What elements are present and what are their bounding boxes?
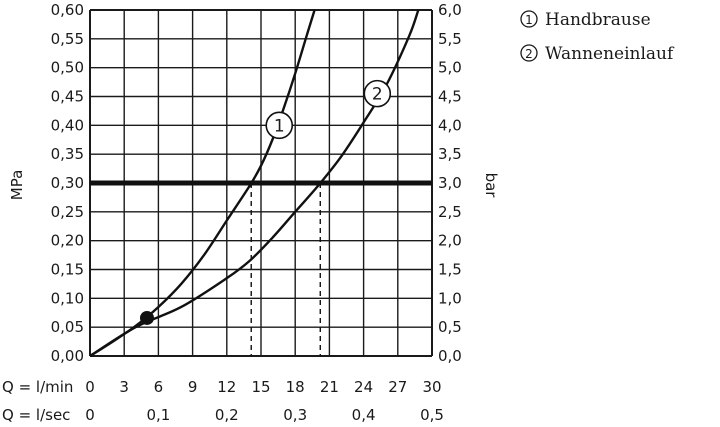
x-tick-label-row-1: 18 [286, 378, 305, 396]
y-left-tick-label: 0,30 [51, 174, 84, 192]
dropdown-lines-layer [250, 183, 321, 356]
y-left-tick-label: 0,15 [51, 261, 84, 279]
legend-label-1: Handbrause [545, 10, 651, 30]
x-tick-label-row-1: 3 [119, 378, 129, 396]
legend-number-circle-1 [520, 10, 538, 28]
y-left-tick-label: 0,40 [51, 116, 84, 134]
y-left-tick-label: 0,50 [51, 59, 84, 77]
x-tick-label-row-2: 0,4 [352, 406, 376, 424]
series-line-1 [89, 9, 316, 358]
y-right-tick-label: 5,5 [438, 30, 462, 48]
legend-number-1: 1 [525, 13, 533, 27]
y-left-tick-label: 0,55 [51, 30, 84, 48]
curve-labels-layer: 12 [265, 79, 392, 140]
y-right-tick-label: 1,0 [438, 289, 462, 307]
y-left-tick-label: 0,45 [51, 88, 84, 106]
x-row-label-2: Q = l/sec [2, 406, 70, 424]
y-left-tick-label: 0,20 [51, 232, 84, 250]
curve-label-2: 2 [372, 85, 383, 105]
y-right-tick-label: 4,0 [438, 116, 462, 134]
x-tick-label-row-2: 0 [85, 406, 95, 424]
y-left-tick-label: 0,35 [51, 145, 84, 163]
x-tick-label-row-1: 27 [388, 378, 407, 396]
ticks-layer: 0,000,050,100,150,200,250,300,350,400,45… [2, 1, 462, 424]
curve-label-circle-2 [363, 79, 392, 108]
x-tick-label-row-2: 0,5 [420, 406, 444, 424]
y-right-tick-label: 0,5 [438, 318, 462, 336]
y-left-tick-label: 0,60 [51, 1, 84, 19]
y-left-tick-label: 0,00 [51, 347, 84, 365]
x-tick-label-row-1: 30 [422, 378, 441, 396]
y-axis-left-label: MPa [8, 170, 26, 201]
x-tick-label-row-1: 21 [320, 378, 339, 396]
y-right-tick-label: 2,0 [438, 232, 462, 250]
x-tick-label-row-2: 0,3 [283, 406, 307, 424]
x-tick-label-row-1: 12 [217, 378, 236, 396]
curve-label-1: 1 [274, 116, 285, 136]
y-right-tick-label: 5,0 [438, 59, 462, 77]
curve-label-circle-1 [265, 111, 294, 140]
y-right-tick-label: 3,5 [438, 145, 462, 163]
y-left-tick-label: 0,25 [51, 203, 84, 221]
y-right-tick-label: 2,5 [438, 203, 462, 221]
y-right-tick-label: 1,5 [438, 261, 462, 279]
x-tick-label-row-1: 15 [251, 378, 270, 396]
legend: 1 Handbrause 2 Wanneneinlauf [520, 10, 675, 64]
y-left-tick-label: 0,05 [51, 318, 84, 336]
legend-number-circle-2 [520, 44, 538, 62]
y-right-tick-label: 3,0 [438, 174, 462, 192]
y-axis-right-label: bar [482, 173, 500, 199]
y-right-tick-label: 4,5 [438, 88, 462, 106]
legend-item-2: 2 Wanneneinlauf [520, 44, 675, 64]
x-tick-label-row-1: 6 [154, 378, 164, 396]
x-tick-label-row-2: 0,1 [146, 406, 170, 424]
legend-label-2: Wanneneinlauf [545, 44, 675, 64]
x-tick-label-row-1: 9 [188, 378, 198, 396]
y-right-tick-label: 0,0 [438, 347, 462, 365]
x-tick-label-row-1: 0 [85, 378, 95, 396]
legend-item-1: 1 Handbrause [520, 10, 651, 30]
x-row-label-1: Q = l/min [2, 378, 73, 396]
legend-number-2: 2 [525, 47, 533, 61]
marker-point [140, 310, 154, 325]
y-right-tick-label: 6,0 [438, 1, 462, 19]
x-tick-label-row-1: 24 [354, 378, 373, 396]
x-tick-label-row-2: 0,2 [215, 406, 239, 424]
y-left-tick-label: 0,10 [51, 289, 84, 307]
